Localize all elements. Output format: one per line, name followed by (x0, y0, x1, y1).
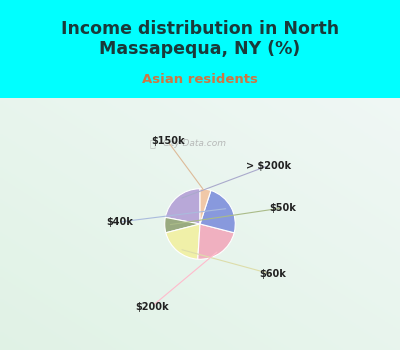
Text: ⓘ: ⓘ (149, 138, 155, 148)
Wedge shape (165, 217, 200, 233)
Text: City-Data.com: City-Data.com (162, 139, 226, 148)
Text: $40k: $40k (106, 217, 133, 227)
Text: $150k: $150k (151, 136, 184, 146)
Text: $50k: $50k (269, 203, 296, 213)
Text: Income distribution in North
Massapequa, NY (%): Income distribution in North Massapequa,… (61, 20, 339, 58)
Wedge shape (166, 224, 200, 259)
Text: Asian residents: Asian residents (142, 73, 258, 86)
Text: $60k: $60k (259, 270, 286, 279)
Wedge shape (198, 224, 234, 259)
Text: > $200k: > $200k (246, 161, 291, 170)
Wedge shape (165, 189, 200, 224)
Wedge shape (200, 190, 235, 233)
Wedge shape (200, 189, 211, 224)
Text: $200k: $200k (135, 302, 168, 312)
